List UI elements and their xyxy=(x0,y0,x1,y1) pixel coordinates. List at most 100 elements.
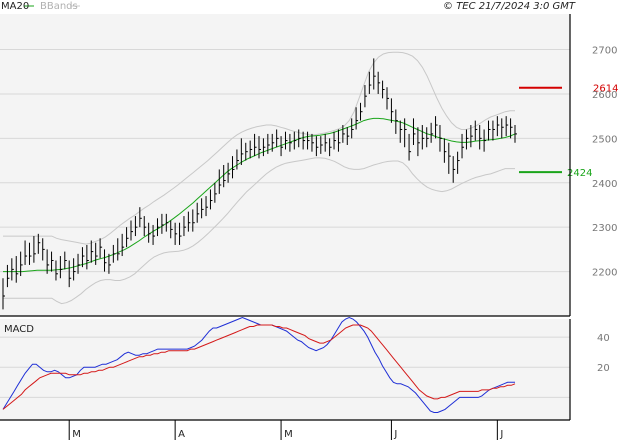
macd-tick-label: 40 xyxy=(597,333,610,344)
price-bar xyxy=(346,127,350,146)
price-tick-label: 2200 xyxy=(592,268,617,279)
price-bar xyxy=(33,236,36,263)
price-bar xyxy=(95,242,98,265)
price-tick-label: 2700 xyxy=(592,46,617,57)
price-bar xyxy=(2,278,5,310)
price-bar xyxy=(355,107,359,130)
price-bar xyxy=(501,118,504,139)
signal-series-line xyxy=(2,324,516,410)
price-bar xyxy=(6,264,10,288)
price-bar xyxy=(426,127,429,148)
price-bar xyxy=(152,224,156,245)
price-bar xyxy=(496,116,500,137)
price-bar xyxy=(99,238,103,259)
price-bar xyxy=(267,133,270,154)
price-bar xyxy=(390,98,394,123)
x-tick-label: A xyxy=(178,429,185,440)
price-bar xyxy=(329,138,332,157)
copyright-label: © TEC 21/7/2024 3:0 GMT xyxy=(443,1,576,12)
price-bar xyxy=(148,222,151,243)
price-bar xyxy=(430,122,434,143)
price-bar xyxy=(209,189,213,210)
price-bar xyxy=(465,129,469,150)
price-bar xyxy=(417,127,420,157)
price-bar xyxy=(42,238,45,261)
price-bar xyxy=(165,213,169,232)
price-bar xyxy=(179,222,182,245)
price-bar xyxy=(130,220,133,241)
price-bar xyxy=(483,129,487,152)
price-bar xyxy=(505,116,509,137)
price-tick-label: 2500 xyxy=(592,134,617,145)
price-bar xyxy=(174,222,178,245)
price-bar xyxy=(262,138,266,157)
macd-panel xyxy=(0,319,570,420)
price-bar xyxy=(470,125,473,148)
price-bar xyxy=(452,156,456,183)
price-bar xyxy=(236,149,239,170)
price-bar xyxy=(479,125,482,150)
price-bar xyxy=(232,156,235,179)
price-bar xyxy=(448,142,451,174)
price-bar xyxy=(284,131,288,150)
price-bar xyxy=(183,216,186,237)
price-bar xyxy=(395,109,398,134)
price-bar xyxy=(457,151,460,174)
price-bar xyxy=(474,120,478,141)
price-bar xyxy=(20,251,23,277)
price-bar xyxy=(170,220,173,239)
price-bar xyxy=(28,242,32,265)
price-bar xyxy=(59,256,63,279)
price-bar xyxy=(37,233,41,254)
price-tick-label: 2300 xyxy=(592,223,617,234)
price-bar xyxy=(320,136,323,154)
price-bar xyxy=(240,138,244,165)
price-bar xyxy=(408,133,412,161)
price-panel xyxy=(0,14,570,316)
price-bar xyxy=(196,202,200,223)
price-bar xyxy=(351,118,354,139)
price-bar xyxy=(342,125,345,143)
price-bar xyxy=(404,118,407,148)
price-bar xyxy=(77,253,81,274)
price-bar xyxy=(289,133,292,152)
price-bar xyxy=(223,165,226,188)
price-bar xyxy=(364,85,367,108)
price-bar xyxy=(108,253,111,274)
price-bar xyxy=(161,213,164,234)
price-bar xyxy=(90,240,94,263)
price-bar xyxy=(488,120,491,141)
price-bar xyxy=(51,251,54,272)
price-bar xyxy=(192,209,195,232)
price-bar xyxy=(258,136,261,159)
price-bar xyxy=(439,125,442,152)
x-tick-label: M xyxy=(72,429,81,440)
bb-upper-line xyxy=(3,51,515,245)
price-bar xyxy=(64,251,67,270)
price-bar xyxy=(187,211,191,232)
price-bar xyxy=(24,240,28,265)
price-bar xyxy=(11,258,14,281)
price-bar xyxy=(360,102,363,121)
price-bar xyxy=(205,196,209,217)
bbands-legend-label: BBands xyxy=(40,1,78,12)
price-bar xyxy=(245,142,248,161)
support-label: 2424 xyxy=(567,168,592,179)
price-bar xyxy=(121,233,125,257)
x-tick-label: J xyxy=(499,429,503,440)
price-axis-labels: 2200 2300 2400 2500 2600 2700 xyxy=(592,46,617,279)
price-bar xyxy=(307,131,310,150)
support-resistance-levels: 2614 2424 xyxy=(519,84,618,179)
price-bar xyxy=(293,131,297,150)
macd-series-line xyxy=(2,316,515,413)
price-bar xyxy=(139,207,142,228)
price-bar xyxy=(324,133,328,152)
price-bar xyxy=(15,256,19,283)
price-bar xyxy=(386,87,389,110)
x-tick-label: J xyxy=(393,429,397,440)
macd-title: MACD xyxy=(4,324,34,335)
price-bar xyxy=(112,244,116,263)
price-bar xyxy=(514,125,517,143)
price-bar xyxy=(412,118,416,146)
